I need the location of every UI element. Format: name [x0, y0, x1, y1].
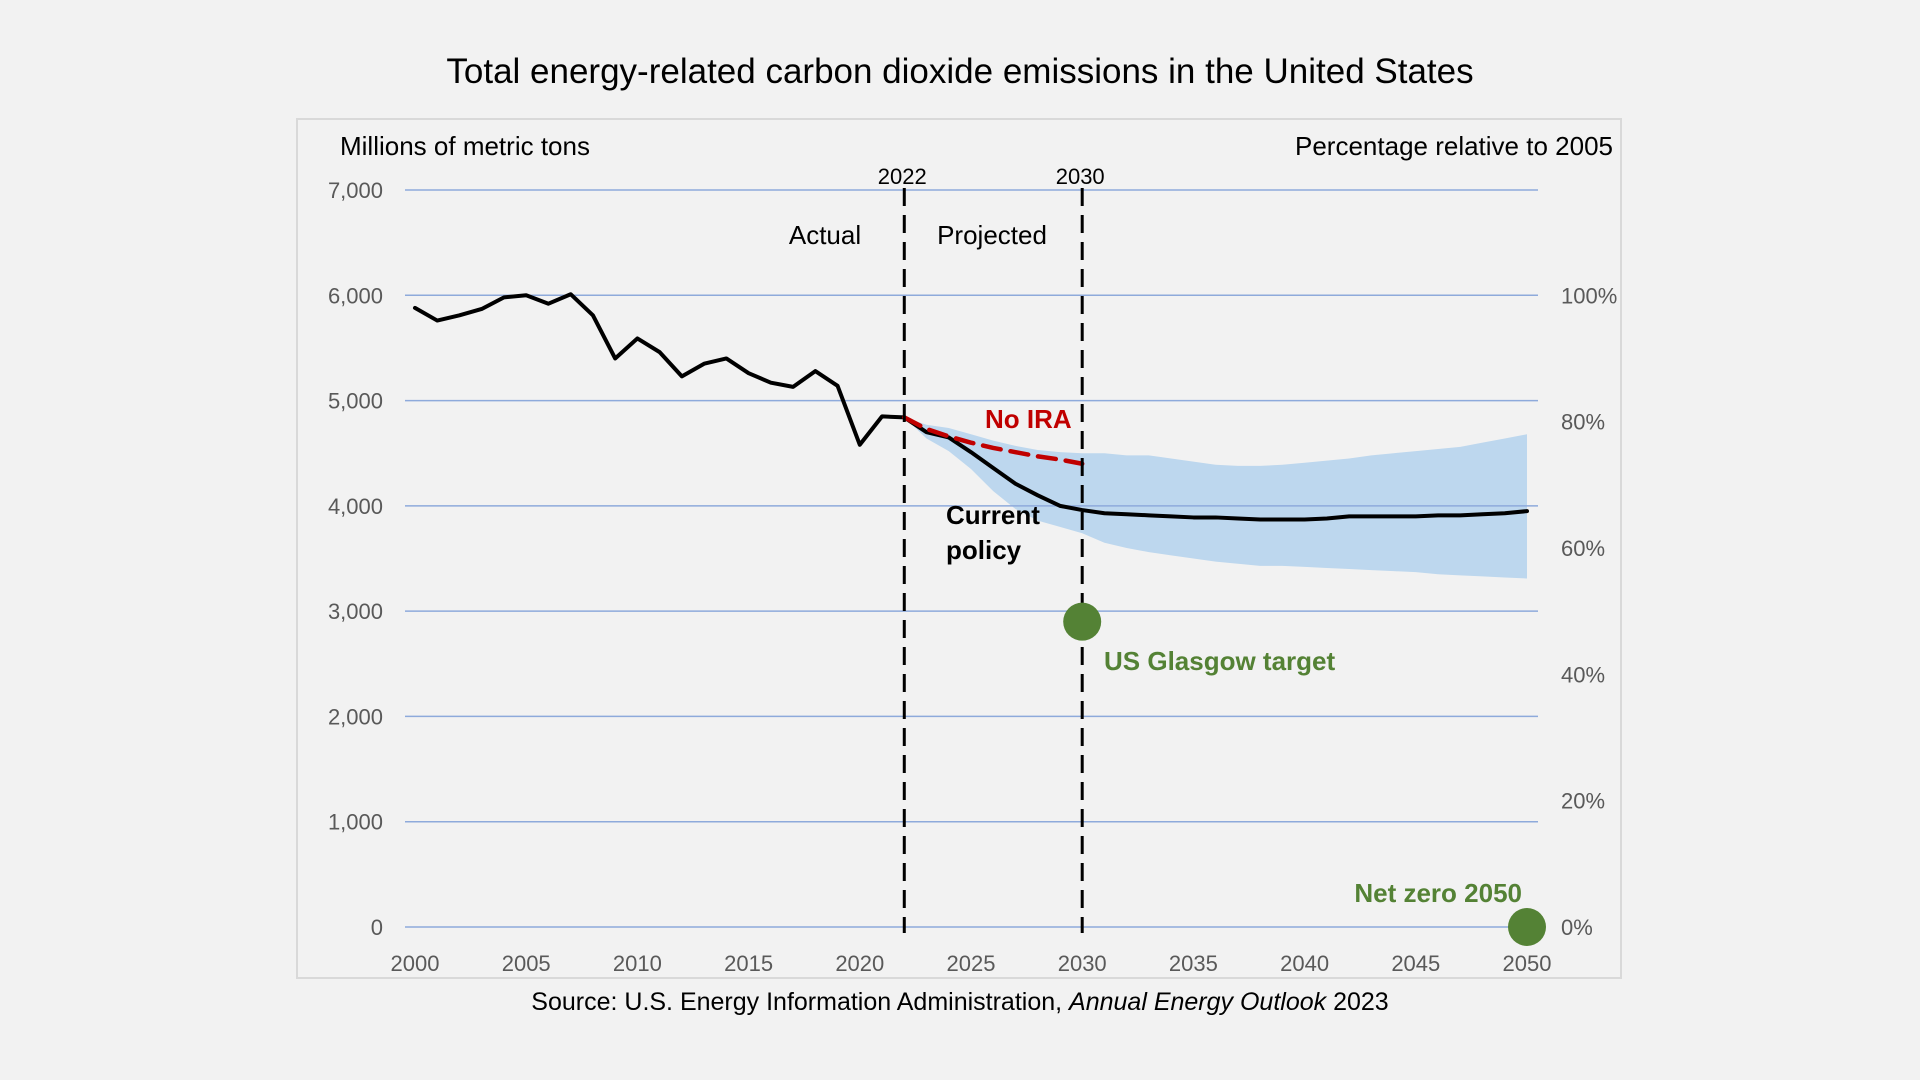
target-point-net-zero: [1508, 908, 1546, 946]
x-tick-label: 2015: [724, 951, 773, 976]
y-tick-label: 3,000: [328, 599, 383, 624]
y2-tick-label: 20%: [1561, 789, 1605, 814]
x-tick-label: 2020: [835, 951, 884, 976]
x-tick-label: 2045: [1391, 951, 1440, 976]
y-tick-label: 5,000: [328, 389, 383, 414]
y2-tick-label: 100%: [1561, 283, 1617, 308]
x-tick-label: 2000: [391, 951, 440, 976]
gridlines-group: [405, 189, 1538, 928]
series-lines-group: [413, 292, 1529, 522]
y-tick-label: 1,000: [328, 810, 383, 835]
x-tick-label: 2040: [1280, 951, 1329, 976]
year-markers-group: [902, 188, 1546, 946]
region-label-actual: Actual: [789, 220, 861, 250]
series-line-current-policy: [413, 292, 1529, 522]
y2-tick-label: 60%: [1561, 536, 1605, 561]
x-tick-label: 2010: [613, 951, 662, 976]
source-line: Source: U.S. Energy Information Administ…: [0, 988, 1920, 1017]
x-tick-label: 2005: [502, 951, 551, 976]
x-tick-label: 2050: [1503, 951, 1552, 976]
marker-label-2022: 2022: [878, 164, 927, 189]
source-prefix: Source: U.S. Energy Information Administ…: [531, 988, 1070, 1016]
text-group: 0 1,000 2,000 3,000 4,000 5,000 6,000 7,000 0% 20…: [328, 131, 1617, 976]
plot-frame: [296, 118, 1622, 979]
y-tick-label: 6,000: [328, 283, 383, 308]
target-point-glasgow: [1063, 602, 1102, 641]
y-tick-label: 0: [371, 915, 383, 940]
net-zero-label: Net zero 2050: [1354, 878, 1522, 908]
x-tick-label: 2025: [947, 951, 996, 976]
source-italic: Annual Energy Outlook: [1069, 988, 1327, 1016]
y-tick-label: 4,000: [328, 494, 383, 519]
marker-label-2030: 2030: [1056, 164, 1105, 189]
source-suffix: 2023: [1326, 988, 1389, 1016]
x-tick-label: 2035: [1169, 951, 1218, 976]
uncertainty-band: [904, 417, 1527, 579]
x-tick-label: 2030: [1058, 951, 1107, 976]
current-policy-label-line2: policy: [946, 535, 1022, 565]
y-tick-label: 7,000: [328, 178, 383, 203]
current-policy-label-line1: Current: [946, 500, 1040, 530]
y-axis-title: Millions of metric tons: [340, 131, 590, 161]
y2-tick-label: 40%: [1561, 662, 1605, 687]
chart-title: Total energy-related carbon dioxide emis…: [446, 52, 1474, 91]
uncertainty-band-group: [904, 417, 1527, 579]
region-label-projected: Projected: [937, 220, 1047, 250]
series-line-no-ira: [902, 415, 1085, 466]
y2-axis-title: Percentage relative to 2005: [1295, 131, 1613, 161]
glasgow-target-label: US Glasgow target: [1104, 646, 1335, 676]
no-ira-label: No IRA: [985, 404, 1072, 434]
y2-tick-label: 0%: [1561, 915, 1593, 940]
y2-tick-label: 80%: [1561, 410, 1605, 435]
y-tick-label: 2,000: [328, 704, 383, 729]
